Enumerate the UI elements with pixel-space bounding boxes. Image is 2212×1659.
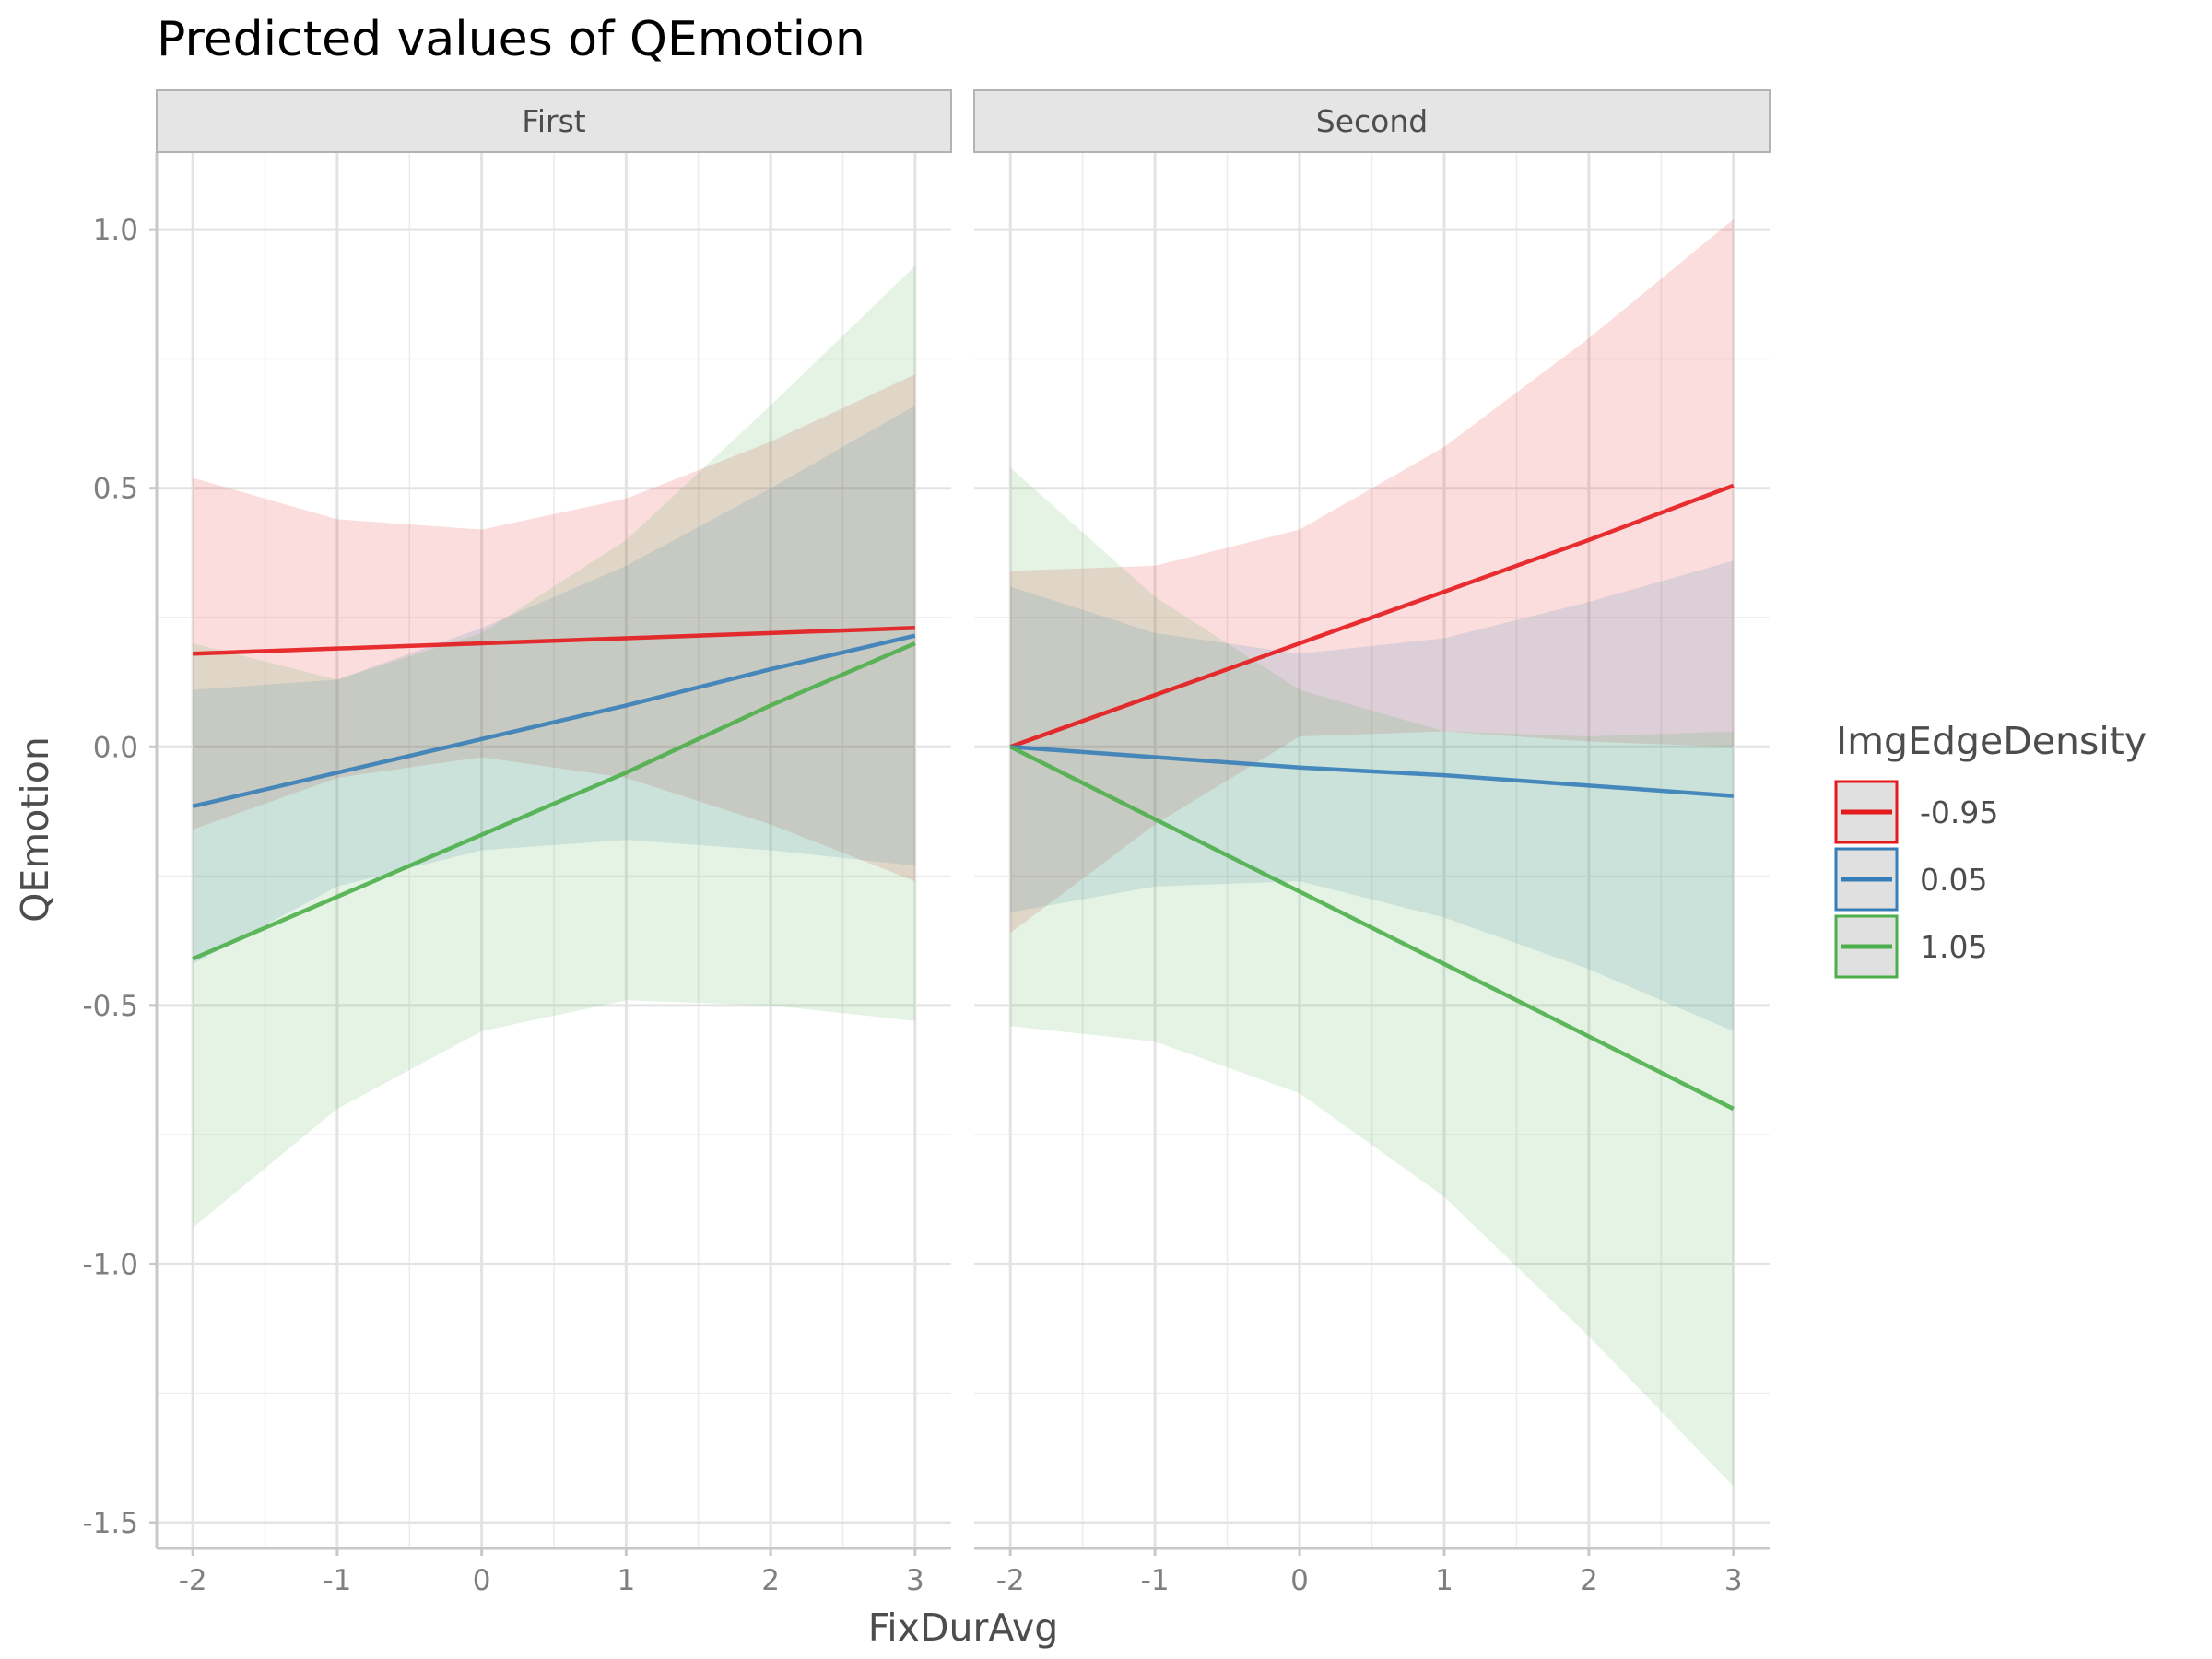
series-line--0.95 xyxy=(193,625,915,656)
legend-entry-0.05: 0.05 xyxy=(1834,847,1987,912)
series-line-0.05 xyxy=(192,633,916,808)
x-tick-label: 0 xyxy=(1290,1564,1309,1597)
x-tick-label: -2 xyxy=(179,1564,207,1597)
x-tick-label: 1 xyxy=(617,1564,635,1597)
x-tick-label: 2 xyxy=(1580,1564,1598,1597)
legend-label: 1.05 xyxy=(1920,929,1987,965)
panels: First -2 -1 0 1 2 3 -1.5 -1.0 -0.5 0.0 0.5 1.0 Second… xyxy=(83,89,1771,1597)
y-tick-label: -1.5 xyxy=(83,1507,139,1540)
x-axis-title: FixDurAvg xyxy=(868,1606,1059,1650)
y-tick-label: 0.5 xyxy=(93,473,138,506)
ci-band-0.05 xyxy=(193,405,915,964)
panel-first: First -2 -1 0 1 2 3 -1.5 -1.0 -0.5 0.0 0.5 1.0 xyxy=(83,89,952,1597)
y-axis-title: QEmotion xyxy=(13,736,57,923)
series-line-1.05 xyxy=(192,641,916,961)
x-tick-label: 3 xyxy=(906,1564,924,1597)
x-tick-label: 2 xyxy=(761,1564,780,1597)
y-tick-label: 0.0 xyxy=(93,731,138,764)
legend-entry--0.95: -0.95 xyxy=(1834,780,1998,844)
ci-band-0.05 xyxy=(1010,560,1734,1031)
x-tick-label: -1 xyxy=(1141,1564,1170,1597)
ci-band-1.05 xyxy=(193,265,915,1229)
y-tick-label: -0.5 xyxy=(83,990,139,1023)
series-line-0.05 xyxy=(1010,745,1734,798)
legend-entry-1.05: 1.05 xyxy=(1834,914,1987,979)
facet-label: Second xyxy=(1316,103,1428,139)
y-tick-label: -1.0 xyxy=(83,1248,139,1281)
ci-band--0.95 xyxy=(1010,218,1734,934)
legend-label: -0.95 xyxy=(1920,794,1998,830)
ci-band--0.95 xyxy=(193,374,915,882)
x-tick-label: -2 xyxy=(996,1564,1025,1597)
x-tick-label: 3 xyxy=(1724,1564,1743,1597)
chart-title: Predicted values of QEmotion xyxy=(157,12,865,67)
panel-second: Second -2 -1 0 1 2 3 xyxy=(973,89,1771,1597)
facet-label: First xyxy=(522,103,586,139)
facet-strip xyxy=(156,89,952,153)
legend: ImgEdgeDensity -0.95 0.05 1.05 xyxy=(1834,719,2147,979)
x-tick-label: -1 xyxy=(323,1564,351,1597)
x-tick-label: 1 xyxy=(1435,1564,1453,1597)
series-line-1.05 xyxy=(1009,745,1735,1112)
legend-label: 0.05 xyxy=(1920,862,1987,898)
ci-band-1.05 xyxy=(1010,467,1734,1487)
x-tick-label: 0 xyxy=(473,1564,491,1597)
y-tick-label: 1.0 xyxy=(93,214,138,247)
facet-strip xyxy=(973,89,1771,153)
legend-title: ImgEdgeDensity xyxy=(1836,719,2147,763)
series-line--0.95 xyxy=(1009,483,1735,749)
